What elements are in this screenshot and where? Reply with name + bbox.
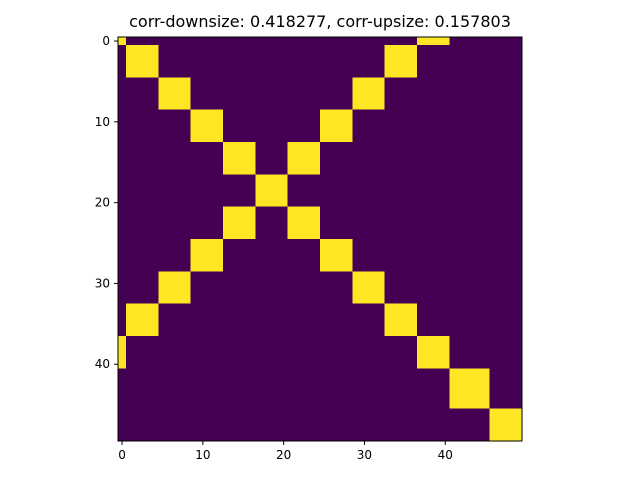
y-tick-label: 20 xyxy=(95,196,110,210)
heatmap-cell xyxy=(320,239,353,272)
chart-title: corr-downsize: 0.418277, corr-upsize: 0.… xyxy=(129,12,511,31)
heatmap-cell xyxy=(449,368,490,409)
x-tick-label: 40 xyxy=(438,448,453,462)
heatmap-cell xyxy=(416,37,450,46)
heatmap-cell xyxy=(352,271,385,304)
heatmap-cell xyxy=(416,335,450,369)
heatmap-cell xyxy=(126,45,159,78)
x-tick-label: 10 xyxy=(195,448,210,462)
plot-frame xyxy=(117,36,523,442)
y-tick-label: 30 xyxy=(95,276,110,290)
heatmap-cell xyxy=(223,142,256,175)
heatmap-cell xyxy=(489,408,522,441)
heatmap-cell xyxy=(158,77,191,110)
y-axis: 0 10 20 30 40 xyxy=(95,34,118,371)
heatmap-cell xyxy=(223,206,256,239)
heatmap-cell xyxy=(384,303,417,336)
heatmap-cells xyxy=(118,37,522,441)
x-axis: 0 10 20 30 40 xyxy=(118,441,453,462)
heatmap-cell xyxy=(118,335,127,369)
heatmap-cell xyxy=(255,174,288,207)
y-tick-label: 40 xyxy=(95,357,110,371)
heatmap-cell xyxy=(352,77,385,110)
heatmap-cell xyxy=(320,109,353,143)
x-tick-label: 0 xyxy=(118,448,126,462)
heatmap-cell xyxy=(384,45,417,78)
heatmap-cell xyxy=(190,239,224,272)
heatmap-cell xyxy=(126,303,159,336)
heatmap-cell xyxy=(158,271,191,304)
y-tick-label: 0 xyxy=(102,34,110,48)
heatmap-cell xyxy=(287,206,320,239)
heatmap-cell xyxy=(190,109,224,143)
x-tick-label: 20 xyxy=(276,448,291,462)
heatmap-cell xyxy=(287,142,320,175)
heatmap-cell xyxy=(118,37,127,46)
x-tick-label: 30 xyxy=(357,448,372,462)
y-tick-label: 10 xyxy=(95,115,110,129)
